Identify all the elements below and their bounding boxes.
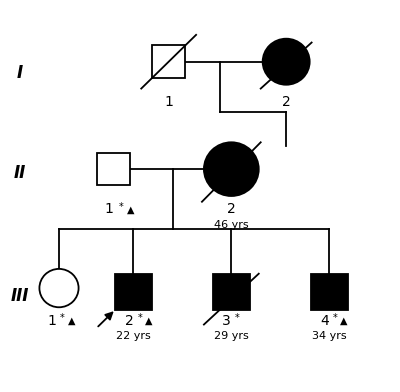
Circle shape bbox=[263, 39, 310, 85]
Text: ▲: ▲ bbox=[126, 205, 134, 214]
Text: 4: 4 bbox=[320, 314, 329, 328]
Bar bbox=[115, 274, 152, 310]
Text: *: * bbox=[234, 313, 239, 323]
Text: 2: 2 bbox=[125, 314, 134, 328]
Text: 22 yrs: 22 yrs bbox=[116, 331, 151, 341]
Text: *: * bbox=[60, 313, 64, 323]
Text: 2: 2 bbox=[227, 202, 236, 216]
Text: 1: 1 bbox=[105, 202, 114, 216]
Text: 1: 1 bbox=[164, 95, 173, 109]
Text: 46 yrs: 46 yrs bbox=[214, 220, 249, 230]
Text: ▲: ▲ bbox=[340, 316, 348, 326]
Text: III: III bbox=[11, 287, 29, 305]
Text: 29 yrs: 29 yrs bbox=[214, 331, 249, 341]
Text: ▲: ▲ bbox=[145, 316, 153, 326]
Circle shape bbox=[204, 142, 259, 196]
Text: II: II bbox=[14, 164, 26, 182]
Text: *: * bbox=[332, 313, 337, 323]
Text: 34 yrs: 34 yrs bbox=[312, 331, 346, 341]
Text: *: * bbox=[137, 313, 142, 323]
Circle shape bbox=[40, 269, 78, 307]
Bar bbox=[152, 45, 185, 78]
Text: I: I bbox=[17, 64, 23, 82]
Text: 1: 1 bbox=[48, 314, 56, 328]
Bar bbox=[311, 274, 348, 310]
Text: *: * bbox=[118, 202, 123, 212]
Text: 2: 2 bbox=[282, 95, 290, 109]
Text: 3: 3 bbox=[222, 314, 231, 328]
Bar bbox=[97, 153, 130, 185]
Text: ▲: ▲ bbox=[68, 316, 75, 326]
Bar bbox=[213, 274, 250, 310]
